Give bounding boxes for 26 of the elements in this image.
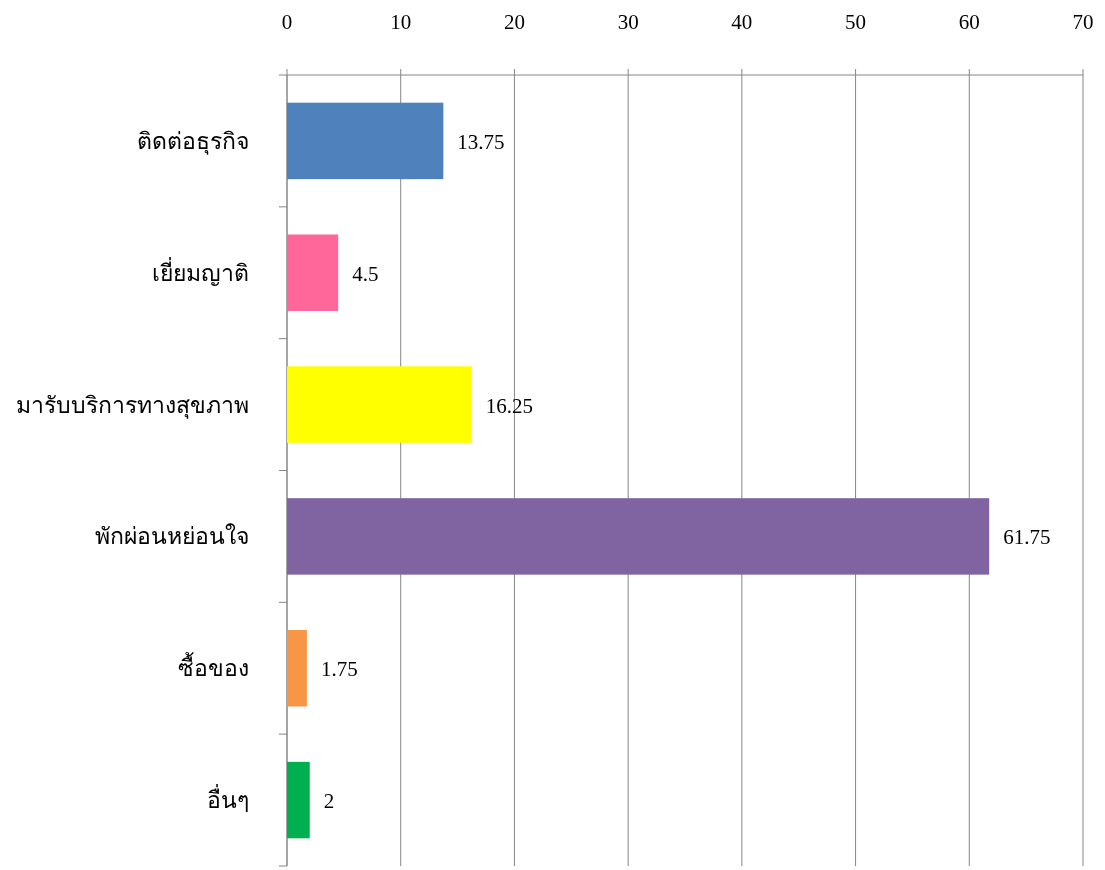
bar (287, 761, 310, 839)
data-label: 2 (323, 789, 335, 814)
data-label: 61.75 (1003, 525, 1051, 550)
bar (287, 234, 339, 311)
data-label: 13.75 (457, 129, 505, 154)
bar (287, 498, 990, 575)
y-tick-label: ซื้อของ (178, 652, 249, 682)
y-tick-label: มารับบริการทางสุขภาพ (16, 392, 249, 419)
data-label: 1.75 (320, 657, 358, 682)
y-tick-label: ติดต่อธุรกิจ (137, 128, 249, 155)
data-label: 16.25 (485, 393, 534, 418)
x-tick-label: 60 (958, 10, 980, 34)
bar (287, 102, 444, 180)
data-label: 4.5 (352, 261, 379, 286)
y-tick-label: พักผ่อนหย่อนใจ (95, 523, 249, 550)
y-tick-label: อื่นๆ (207, 784, 249, 814)
x-tick-label: 40 (731, 10, 753, 34)
y-tick-label: เยี่ยมญาติ (152, 256, 249, 286)
x-tick-label: 30 (617, 10, 639, 34)
x-tick-label: 20 (503, 10, 525, 34)
x-tick-label: 70 (1072, 10, 1094, 34)
bar (287, 366, 472, 443)
x-tick-label: 10 (390, 10, 412, 34)
bar (287, 630, 307, 707)
x-tick-label: 50 (845, 10, 867, 34)
x-tick-label: 0 (281, 10, 293, 34)
